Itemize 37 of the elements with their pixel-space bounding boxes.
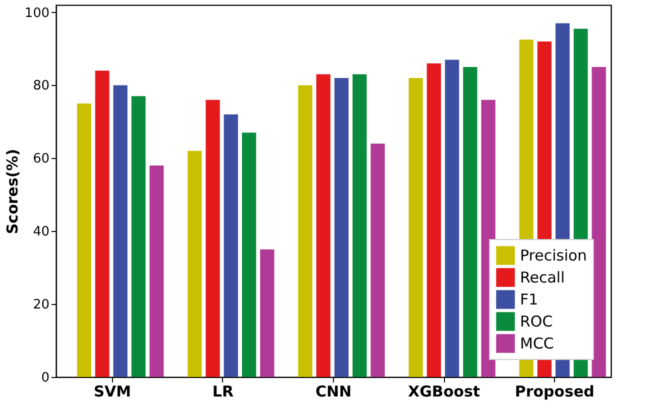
bar	[334, 78, 349, 377]
bar	[224, 114, 238, 377]
x-tick-label: XGBoost	[408, 382, 480, 400]
bar	[352, 74, 367, 377]
bar	[370, 144, 385, 377]
bar	[444, 60, 460, 377]
x-tick-label: CNN	[315, 382, 352, 400]
bar	[77, 103, 92, 377]
bar	[206, 100, 220, 377]
legend-label: ROC	[520, 312, 553, 330]
x-tick-label: Proposed	[514, 382, 594, 400]
bar	[188, 150, 202, 377]
bar	[131, 96, 146, 377]
bar	[463, 67, 478, 377]
legend-label: MCC	[520, 334, 554, 352]
y-tick-label: 20	[32, 298, 50, 313]
legend-label: F1	[520, 290, 538, 308]
bar	[592, 67, 606, 377]
y-tick-label: 80	[32, 78, 50, 94]
bar	[242, 132, 256, 377]
bar	[298, 85, 312, 377]
bar	[95, 70, 110, 377]
y-axis-title: Scores(%)	[4, 148, 22, 234]
bar	[426, 63, 441, 377]
legend-label: Recall	[520, 268, 565, 286]
x-tick-label: LR	[212, 382, 234, 400]
legend-label: Precision	[520, 246, 587, 264]
y-tick-label: 60	[32, 152, 50, 167]
bar	[150, 165, 164, 377]
y-tick-label: 0	[41, 370, 50, 386]
y-tick-label: 100	[24, 6, 50, 21]
bar	[408, 78, 423, 377]
x-tick-label: SVM	[94, 382, 132, 400]
bar	[113, 85, 128, 377]
y-tick-label: 40	[32, 224, 50, 240]
bar	[260, 249, 274, 377]
bar	[316, 74, 330, 377]
